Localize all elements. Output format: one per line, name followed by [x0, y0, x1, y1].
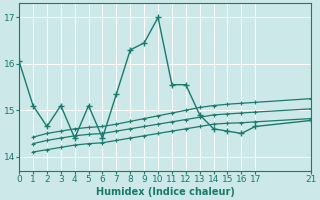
X-axis label: Humidex (Indice chaleur): Humidex (Indice chaleur): [96, 187, 235, 197]
